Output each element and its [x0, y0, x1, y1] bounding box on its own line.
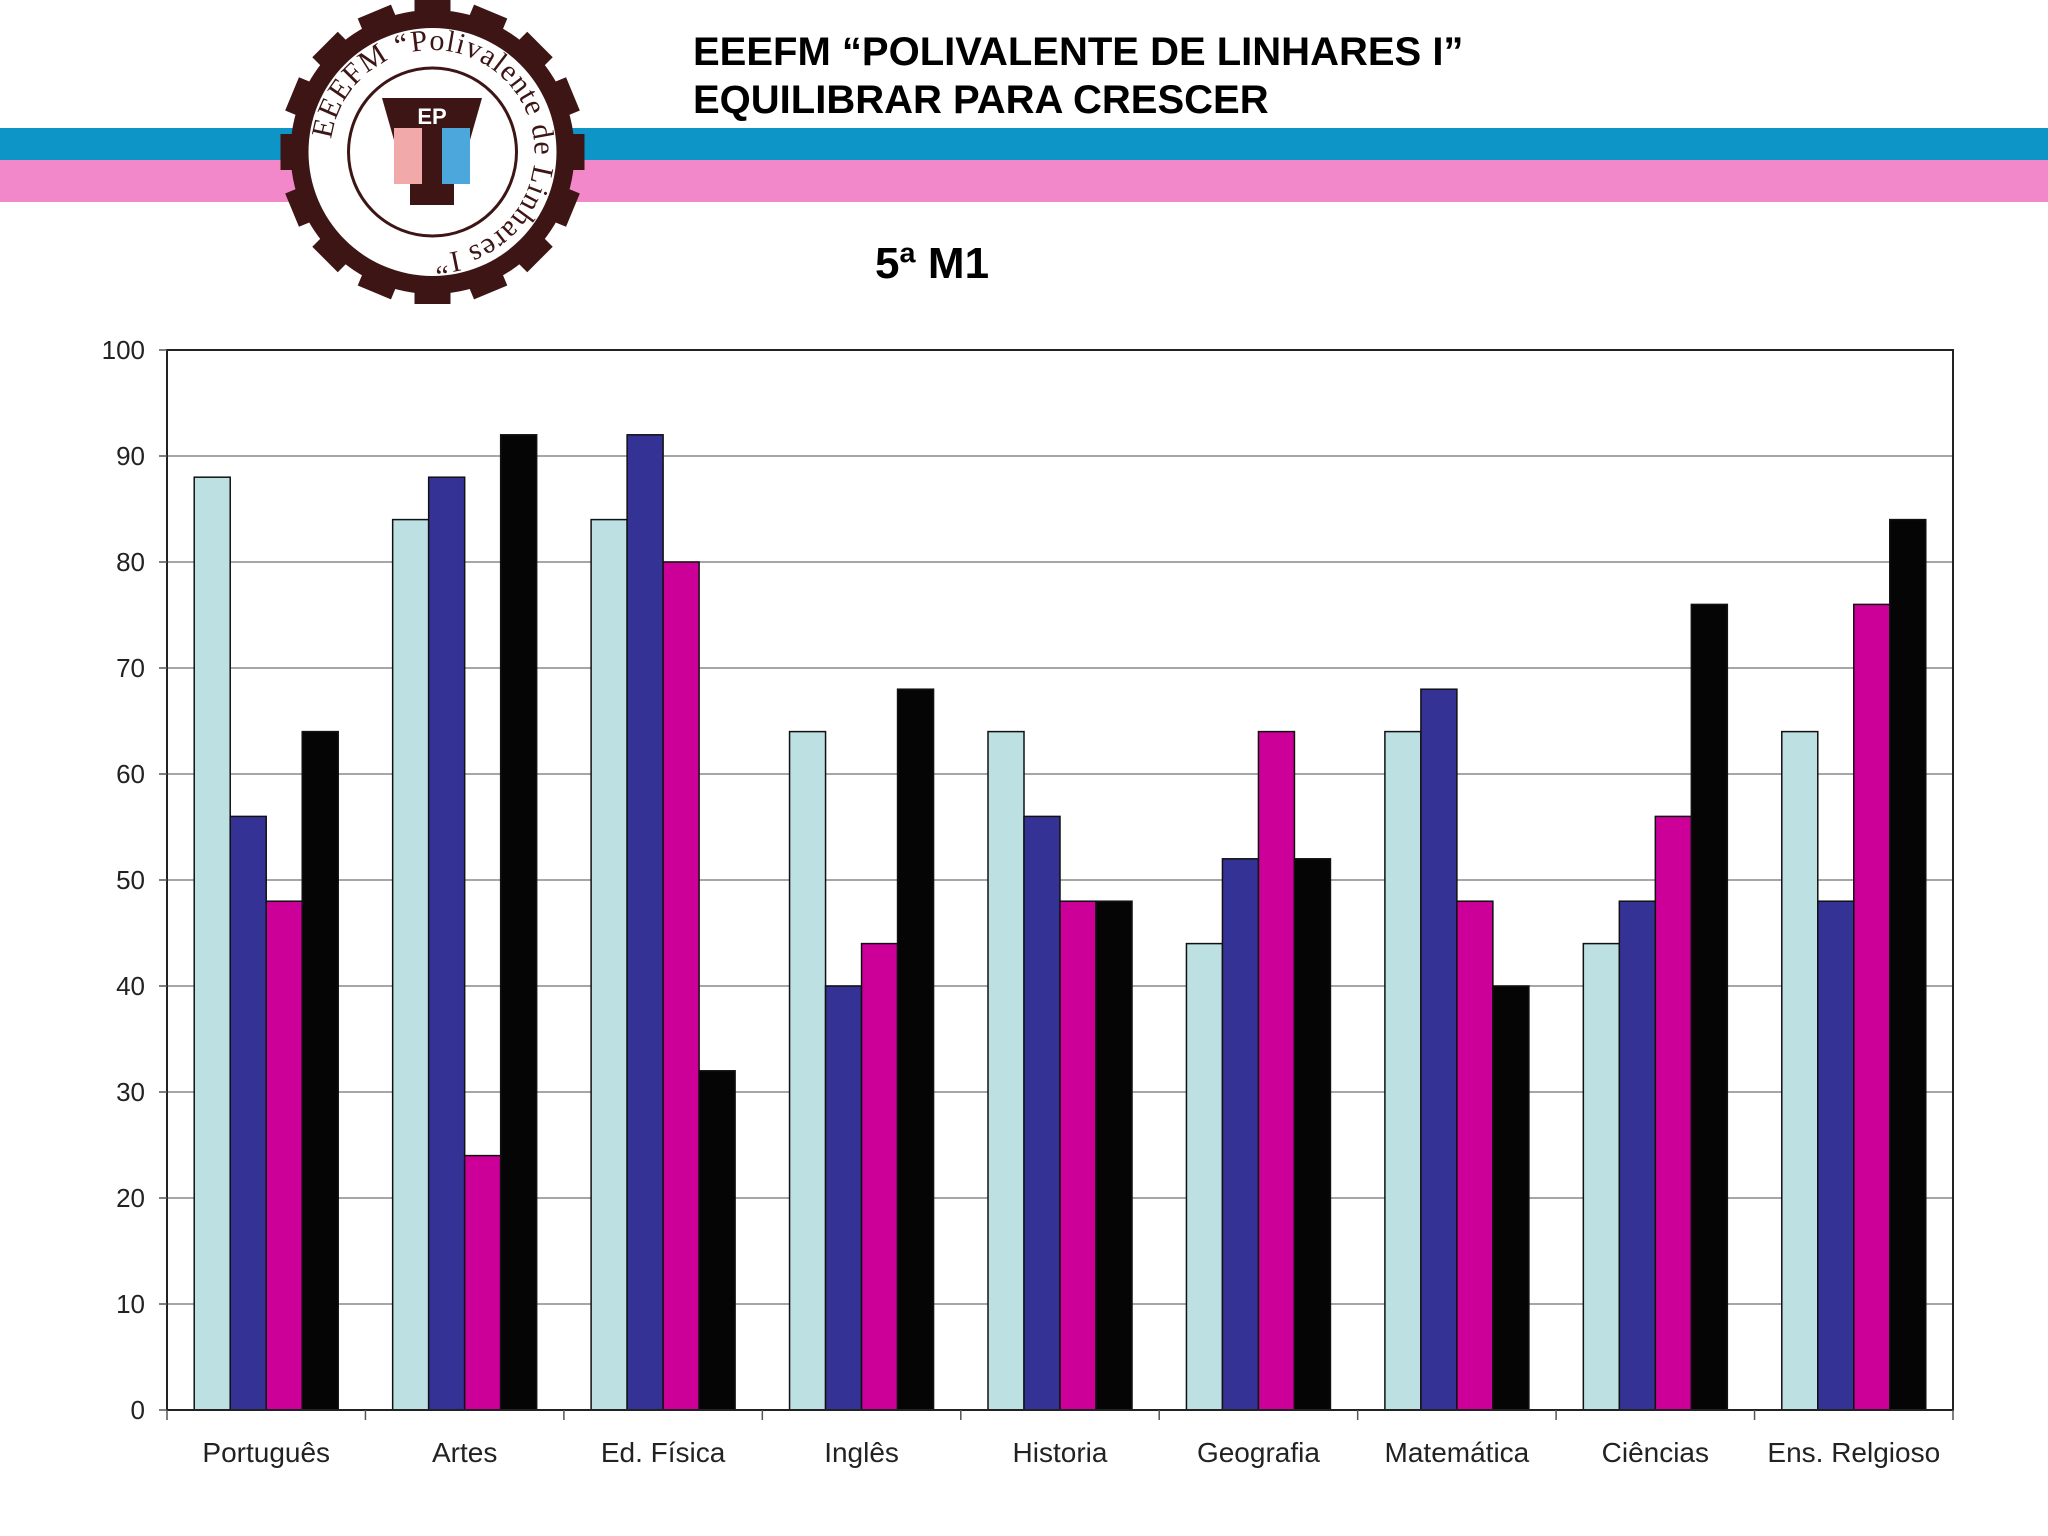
chart-title-wrap: 5ª M1 [0, 236, 2048, 292]
bar [1618, 900, 1657, 1411]
bar [1420, 688, 1458, 1411]
x-tick-label: Ed. Física [601, 1437, 726, 1468]
bar [1384, 730, 1422, 1411]
bar [662, 561, 700, 1411]
bar [229, 815, 267, 1411]
bar [301, 730, 339, 1411]
y-tick-label: 60 [116, 759, 145, 789]
bar [265, 900, 303, 1411]
bar [1221, 858, 1260, 1411]
bar [788, 730, 827, 1411]
bar [1853, 603, 1891, 1411]
y-tick-label: 70 [116, 653, 145, 683]
bar [1023, 815, 1061, 1411]
chart-title: 5ª M1 [874, 239, 990, 288]
y-tick-label: 30 [116, 1077, 145, 1107]
bar [1781, 730, 1819, 1411]
bar [860, 942, 899, 1411]
bar-chart: 0 10 20 30 40 50 60 70 80 90 100 Português Artes Ed.… [102, 335, 1954, 1468]
x-tick-label: Ciências [1602, 1437, 1709, 1468]
y-tick-label: 40 [116, 971, 145, 1001]
bar [1257, 730, 1296, 1411]
logo-emblem: EP [382, 98, 482, 205]
bar [463, 1154, 502, 1411]
bar [427, 476, 466, 1411]
bar [698, 1070, 736, 1411]
bar [1492, 985, 1530, 1411]
bar [1293, 858, 1332, 1411]
x-tick-label: Historia [1013, 1437, 1108, 1468]
bar [1889, 518, 1927, 1411]
bar [1690, 603, 1729, 1411]
bars [193, 434, 1927, 1411]
bar [626, 434, 664, 1411]
bar [1059, 900, 1097, 1411]
x-tick-label: Geografia [1197, 1437, 1320, 1468]
bar [896, 688, 935, 1411]
y-axis: 0 10 20 30 40 50 60 70 80 90 100 [102, 335, 167, 1425]
x-axis: Português Artes Ed. Física Inglês Historia Ge… [166, 1410, 1954, 1468]
x-tick-label: Artes [432, 1437, 497, 1468]
y-tick-label: 20 [116, 1183, 145, 1213]
bar [193, 476, 231, 1411]
y-tick-label: 100 [102, 335, 145, 365]
header-title: EEEFM “POLIVALENTE DE LINHARES I” EQUILI… [693, 28, 1463, 124]
bar [824, 985, 863, 1411]
bar [391, 518, 430, 1411]
bar [499, 434, 538, 1411]
bar [1095, 900, 1133, 1411]
bar [1456, 900, 1494, 1411]
y-tick-label: 80 [116, 547, 145, 577]
bar [1582, 942, 1621, 1411]
x-tick-label: Inglês [824, 1437, 899, 1468]
y-tick-label: 50 [116, 865, 145, 895]
school-logo: EEEFM “Polivalente de Linhares I” EP [270, 0, 595, 305]
x-tick-label: Ens. Relgioso [1767, 1437, 1940, 1468]
school-name: EEEFM “POLIVALENTE DE LINHARES I” [693, 30, 1464, 74]
bar [987, 730, 1025, 1411]
x-tick-label: Matemática [1385, 1437, 1530, 1468]
logo-initials: EP [417, 104, 446, 129]
x-tick-label: Português [202, 1437, 330, 1468]
y-tick-label: 0 [131, 1395, 145, 1425]
bar [1185, 942, 1224, 1411]
motto: EQUILIBRAR PARA CRESCER [693, 78, 1269, 122]
bar [1817, 900, 1855, 1411]
bar [1654, 815, 1693, 1411]
y-tick-label: 90 [116, 441, 145, 471]
bar [590, 518, 628, 1411]
y-tick-label: 10 [116, 1289, 145, 1319]
